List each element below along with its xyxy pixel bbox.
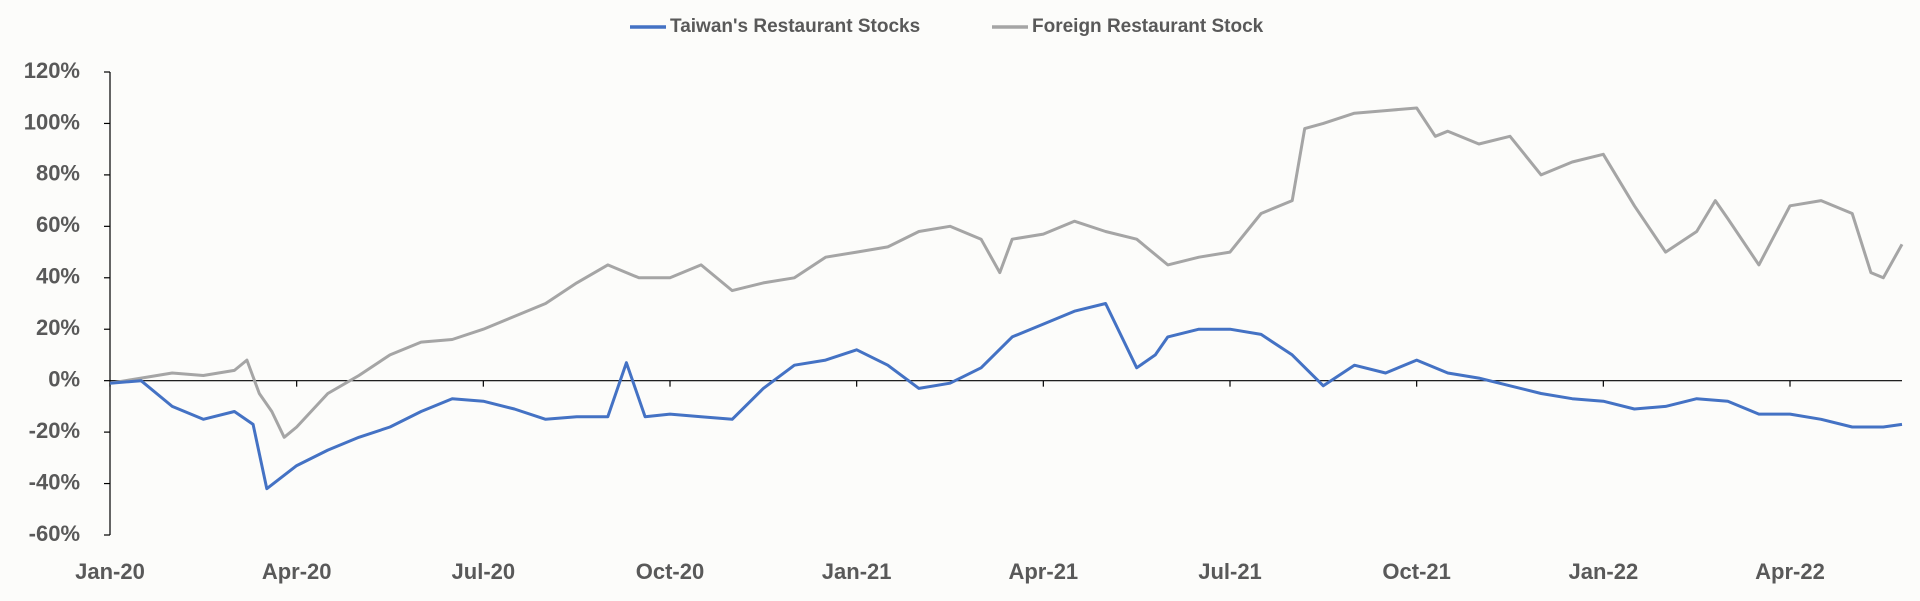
x-tick-label: Jan-21	[822, 559, 892, 584]
y-tick-label: 0%	[48, 366, 80, 391]
y-tick-label: 80%	[36, 161, 80, 186]
y-tick-label: 120%	[24, 58, 80, 83]
x-tick-label: Oct-20	[636, 559, 704, 584]
y-tick-label: -40%	[29, 469, 80, 494]
x-tick-label: Jan-20	[75, 559, 145, 584]
legend-label: Foreign Restaurant Stock	[1032, 16, 1264, 37]
legend-label: Taiwan's Restaurant Stocks	[670, 16, 920, 37]
series-line	[109, 302, 1903, 491]
y-tick-label: 20%	[36, 315, 80, 340]
x-tick-label: Jul-20	[452, 559, 516, 584]
x-tick-label: Apr-22	[1755, 559, 1825, 584]
y-tick-label: 100%	[24, 109, 80, 134]
y-tick-label: 60%	[36, 212, 80, 237]
series-line	[109, 106, 1904, 439]
y-tick-label: -20%	[29, 418, 80, 443]
legend: Taiwan's Restaurant Stocks Foreign Restau…	[630, 16, 1264, 37]
x-tick-label: Jan-22	[1568, 559, 1638, 584]
y-tick-label: -60%	[29, 521, 80, 546]
x-tick-label: Oct-21	[1382, 559, 1450, 584]
x-tick-label: Apr-21	[1008, 559, 1078, 584]
x-tick-label: Jul-21	[1198, 559, 1262, 584]
y-tick-label: 40%	[36, 264, 80, 289]
x-tick-label: Apr-20	[262, 559, 332, 584]
